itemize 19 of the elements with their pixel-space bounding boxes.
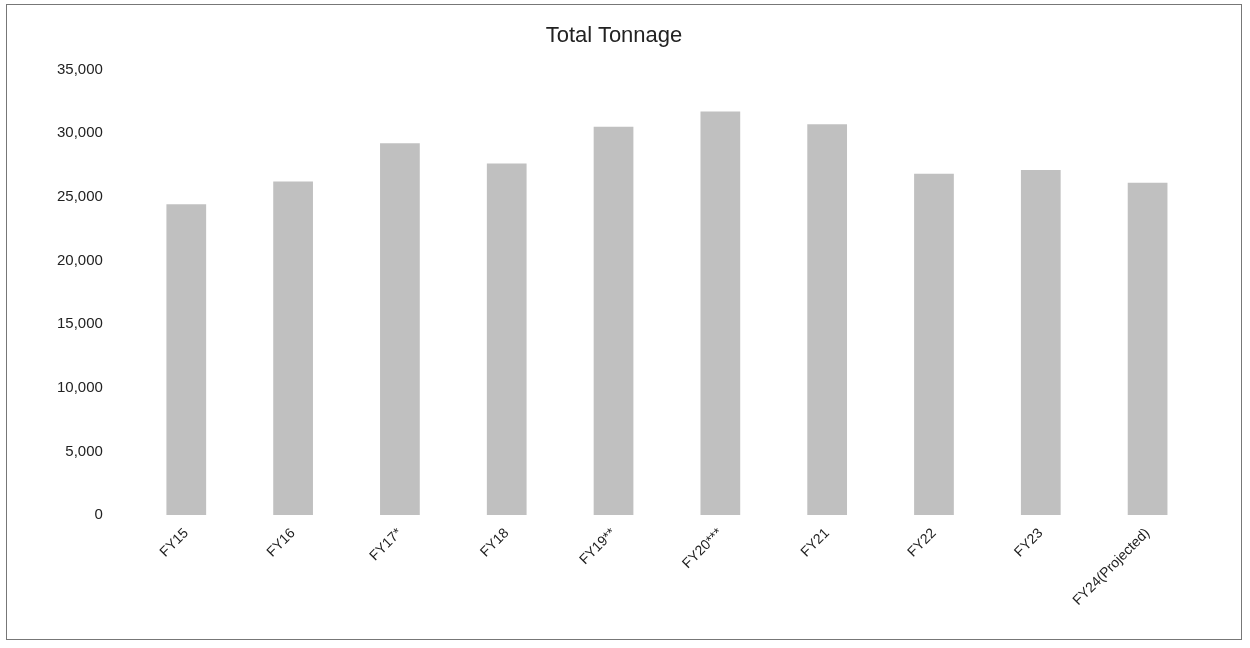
y-tick-label: 35,000 xyxy=(56,59,103,77)
y-tick-label: 5,000 xyxy=(65,441,103,459)
y-tick-label: 15,000 xyxy=(56,314,103,332)
bar xyxy=(1127,182,1168,516)
bar xyxy=(273,181,313,516)
y-tick-label: 30,000 xyxy=(56,123,103,141)
y-tick-label: 10,000 xyxy=(56,377,103,395)
bar xyxy=(807,124,848,516)
bar xyxy=(380,143,420,516)
bar xyxy=(1020,169,1061,516)
bar xyxy=(700,111,741,516)
bar xyxy=(166,204,207,516)
bar xyxy=(593,126,634,516)
y-tick-label: 25,000 xyxy=(56,186,103,204)
bar xyxy=(486,163,527,516)
y-tick-label: 20,000 xyxy=(56,250,103,268)
bar xyxy=(914,173,954,516)
y-tick-label: 0 xyxy=(94,505,103,523)
chart-title: Total Tonnage xyxy=(545,22,683,48)
